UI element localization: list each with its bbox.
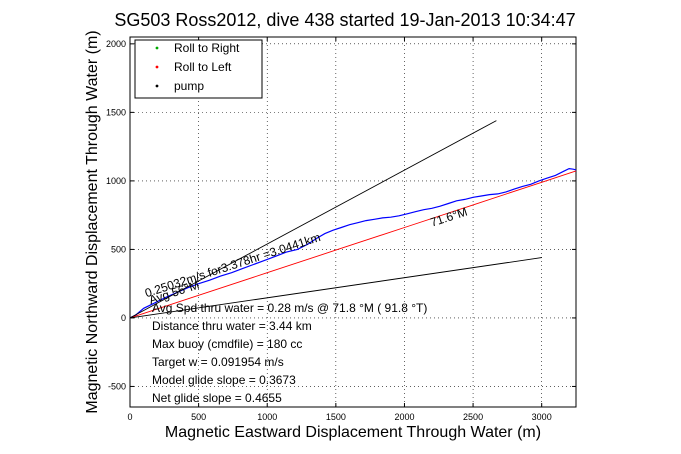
x-tick-label: 3000: [532, 412, 552, 422]
y-tick-label: -500: [108, 381, 126, 391]
legend-label: pump: [174, 79, 204, 93]
legend: Roll to Right Roll to Left pump: [134, 39, 263, 99]
series-line-3: [129, 257, 542, 319]
x-tick-label: 2000: [394, 412, 414, 422]
x-tick-label: 0: [127, 412, 132, 422]
stats-line: Model glide slope = 0.3673: [152, 373, 296, 387]
stats-line: Max buoy (cmdfile) = 180 cc: [152, 337, 302, 351]
x-tick-label: 500: [191, 412, 206, 422]
y-tick-label: 1500: [106, 107, 126, 117]
series-layer: [129, 120, 577, 319]
series-line-0: [129, 167, 577, 319]
legend-label: Roll to Right: [174, 41, 240, 55]
y-tick-label: 1000: [106, 176, 126, 186]
stats-line: Net glide slope = 0.4655: [152, 391, 282, 405]
y-tick-label: 2000: [106, 39, 126, 49]
y-tick-label: 500: [111, 244, 126, 254]
legend-marker: [155, 65, 159, 69]
grid-lines: [130, 37, 576, 407]
x-tick-label: 2500: [463, 412, 483, 422]
legend-label: Roll to Left: [174, 60, 232, 74]
legend-marker: [155, 46, 159, 50]
y-axis-label: Magnetic Northward Displacement Through …: [84, 30, 101, 413]
stats-line: Target w = 0.091954 m/s: [152, 355, 284, 369]
y-tick-label: 0: [121, 313, 126, 323]
x-axis-label: Magnetic Eastward Displacement Through W…: [165, 424, 541, 441]
plot-area: 0 500 1000 1500 2000 2500 3000 -500 0 500 1000 1500…: [106, 36, 577, 422]
x-tick-label: 1500: [326, 412, 346, 422]
stats-block: Avg Spd thru water = 0.28 m/s @ 71.8 °M …: [152, 301, 427, 405]
legend-box: [134, 39, 263, 99]
series-line-1: [129, 170, 577, 319]
x-tick-label: 1000: [257, 412, 277, 422]
stats-line: Avg Spd thru water = 0.28 m/s @ 71.8 °M …: [152, 301, 427, 315]
legend-marker: [155, 84, 159, 88]
stats-line: Distance thru water = 3.44 km: [152, 319, 312, 333]
plot-frame: [129, 36, 577, 408]
chart-title: SG503 Ross2012, dive 438 started 19-Jan-…: [114, 10, 575, 30]
series-line-2: [129, 120, 497, 319]
